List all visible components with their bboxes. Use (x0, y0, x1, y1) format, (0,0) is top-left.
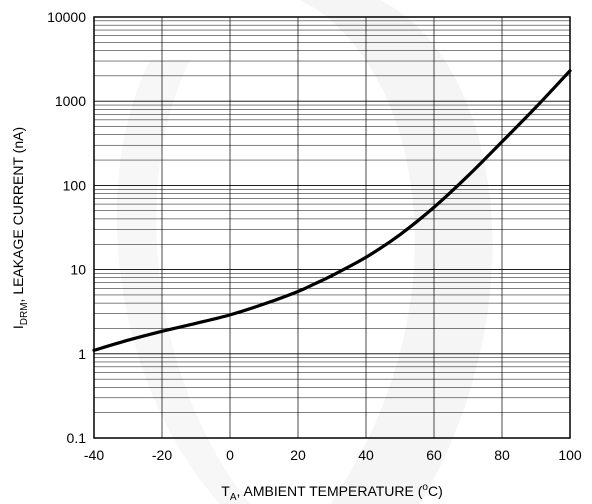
x-tick-label: -20 (152, 447, 172, 463)
x-tick-label: 20 (290, 447, 306, 463)
y-tick-label: 10 (70, 262, 86, 278)
x-axis-title-unit: C) (428, 483, 443, 499)
x-tick-label: 60 (426, 447, 442, 463)
x-tick-label: 100 (558, 447, 582, 463)
y-axis-title-rest: , LEAKAGE CURRENT (nA) (10, 127, 26, 303)
plot-frame (93, 16, 571, 439)
x-axis-title-sub: A (230, 492, 237, 503)
y-tick-label: 10000 (47, 9, 86, 25)
x-tick-label: 80 (494, 447, 510, 463)
x-tick-labels: -40 -20 0 20 40 60 80 100 (84, 447, 582, 463)
x-axis-title-main: T (221, 483, 230, 499)
y-axis-title-sub: DRM (19, 302, 30, 325)
x-axis-title-sup: o (422, 482, 428, 493)
series-layer (92, 69, 572, 352)
y-tick-label: 1 (78, 346, 86, 362)
y-tick-labels: 0.1 1 10 100 1000 10000 (47, 9, 86, 446)
y-tick-label: 100 (63, 177, 87, 193)
x-axis-title: TA, AMBIENT TEMPERATURE (oC) (221, 482, 443, 503)
minor-gridlines (94, 20, 570, 413)
x-tick-label: -40 (84, 447, 104, 463)
x-tick-label: 0 (226, 447, 234, 463)
background-decoration (116, 0, 493, 504)
y-axis-title: IDRM, LEAKAGE CURRENT (nA) (10, 127, 30, 329)
y-tick-label: 1000 (55, 93, 86, 109)
y-axis-title-main: I (10, 325, 26, 329)
leakage-current-line (92, 69, 572, 352)
x-tick-label: 40 (358, 447, 374, 463)
y-tick-label: 0.1 (67, 430, 87, 446)
x-axis-title-rest: , AMBIENT TEMPERATURE ( (236, 483, 422, 499)
